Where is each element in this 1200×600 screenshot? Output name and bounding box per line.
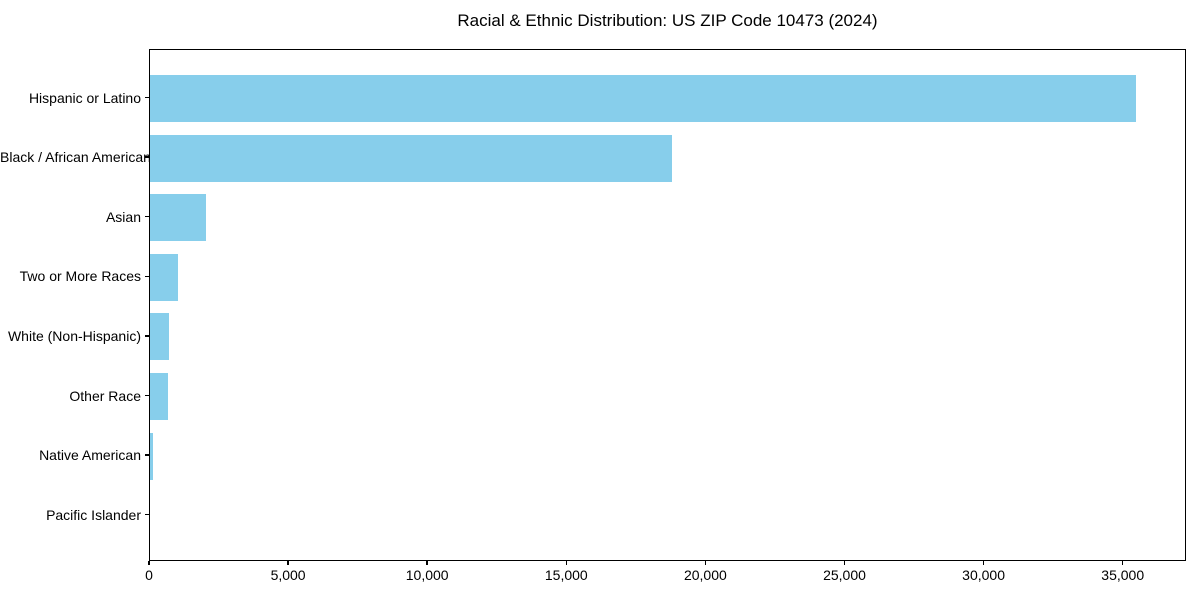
- y-tick-mark: [145, 335, 149, 337]
- y-tick-mark: [145, 513, 149, 516]
- bar: [150, 373, 169, 420]
- bar: [150, 75, 1136, 122]
- y-tick-mark: [145, 156, 149, 158]
- x-tick-label: 30,000: [962, 567, 1005, 583]
- x-tick-mark: [843, 561, 846, 565]
- x-tick-label: 35,000: [1101, 567, 1145, 583]
- y-tick-mark: [145, 275, 149, 278]
- bar: [150, 194, 206, 242]
- y-tick-mark: [145, 394, 149, 397]
- y-tick-label: Hispanic or Latino: [28, 89, 141, 106]
- x-tick-mark: [426, 561, 428, 565]
- bar: [150, 313, 170, 361]
- x-tick-mark: [1121, 561, 1124, 565]
- x-tick-mark: [287, 561, 289, 565]
- y-tick-label: Black / African American: [0, 149, 151, 166]
- bar: [150, 432, 154, 480]
- y-tick-label: Asian: [105, 208, 141, 225]
- y-tick-label: Native American: [39, 447, 141, 464]
- y-tick-label: Two or More Races: [19, 268, 141, 285]
- x-tick-mark: [704, 561, 707, 565]
- x-tick-label: 20,000: [683, 567, 727, 583]
- y-tick-mark: [145, 454, 149, 456]
- x-tick-label: 10,000: [405, 567, 449, 583]
- x-tick-label: 0: [145, 567, 153, 583]
- y-tick-label: Other Race: [69, 387, 141, 404]
- y-tick-label: Pacific Islander: [46, 506, 141, 523]
- bar: [150, 253, 178, 301]
- x-tick-label: 25,000: [823, 567, 866, 583]
- x-tick-mark: [148, 561, 150, 565]
- bar: [150, 134, 672, 182]
- y-tick-label: White (Non-Hispanic): [7, 327, 141, 344]
- x-tick-label: 15,000: [544, 567, 588, 583]
- x-tick-mark: [982, 561, 985, 565]
- y-tick-mark: [145, 96, 149, 99]
- plot-area: [149, 49, 1186, 561]
- y-tick-mark: [145, 215, 149, 218]
- x-tick-mark: [565, 561, 568, 565]
- x-tick-label: 5,000: [270, 567, 306, 583]
- chart-title: Racial & Ethnic Distribution: US ZIP Cod…: [457, 11, 878, 30]
- y-axis-labels: Hispanic or Latino Black / African Americ…: [0, 0, 151, 600]
